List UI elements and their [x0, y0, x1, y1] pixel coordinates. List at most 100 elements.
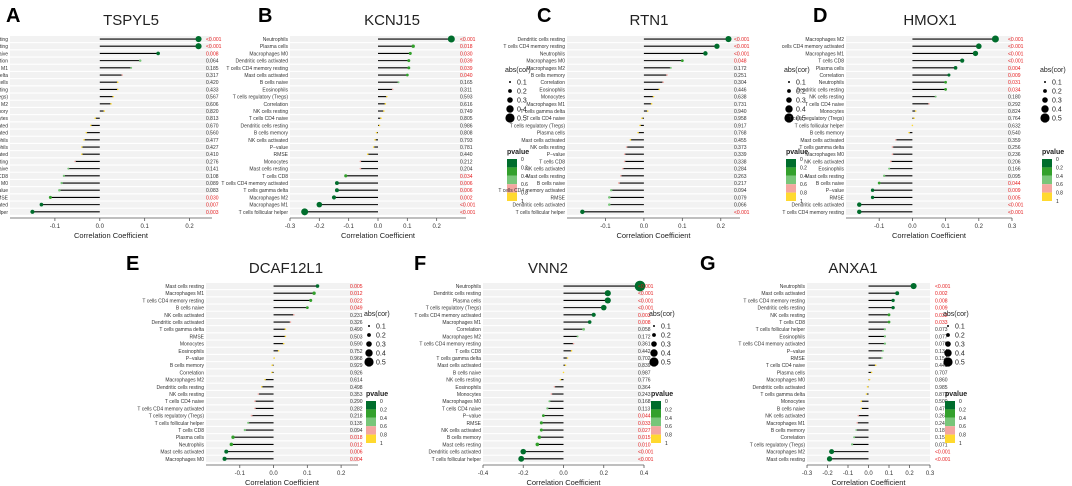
p-value-label: 0.808: [460, 131, 473, 137]
lollipop-point: [669, 66, 672, 69]
p-value-label: <0.001: [638, 298, 654, 304]
row-background: [567, 180, 740, 187]
row-label: RMSE: [791, 356, 806, 362]
lollipop-point: [877, 181, 881, 185]
row-label: T cells follicular helper: [155, 421, 205, 427]
p-value-label: 0.256: [1008, 145, 1021, 151]
row-background: [10, 122, 212, 129]
p-value-label: 0.012: [350, 442, 363, 448]
p-value-label: 0.005: [350, 284, 363, 290]
lollipop-point: [637, 131, 639, 134]
x-tick-label: 0.0: [640, 224, 649, 230]
x-tick-label: -0.1: [235, 471, 246, 477]
lollipop-point: [944, 80, 947, 84]
row-label: RMSE: [467, 421, 482, 427]
row-label: T cells CD4 naive: [805, 102, 844, 108]
p-value-label: 0.702: [638, 356, 651, 362]
p-value-label: 0.768: [734, 131, 747, 137]
p-value-label: <0.001: [638, 291, 654, 297]
lollipop-point: [608, 203, 611, 206]
row-label: Mast cells resting: [805, 174, 844, 180]
row-label: Macrophages M2: [766, 450, 805, 456]
row-label: Neutrophils: [540, 51, 566, 57]
pvalue-legend-label: 0.6: [665, 424, 672, 430]
lollipop-point: [572, 342, 575, 345]
row-background: [846, 122, 1012, 129]
p-value-label: 0.427: [206, 145, 219, 151]
row-background: [206, 412, 358, 419]
row-label: B cells memory: [771, 428, 806, 434]
x-tick-label: 0.4: [640, 471, 649, 477]
row-label: Mast cells activated: [761, 291, 805, 297]
chart-title: DCAF12L1: [249, 260, 323, 277]
lollipop-point: [405, 73, 409, 77]
p-value-label: 0.151: [935, 435, 948, 441]
lollipop-point: [384, 103, 387, 105]
lollipop-point: [564, 364, 567, 367]
row-background: [567, 208, 740, 215]
lollipop-point: [634, 280, 646, 292]
row-label: Dendritic cells resting: [156, 385, 204, 391]
lollipop-point: [60, 181, 63, 185]
row-background: [10, 151, 212, 158]
p-value-label: 0.048: [734, 59, 747, 65]
pvalue-legend-swatch: [366, 401, 376, 410]
size-legend-dot: [785, 105, 793, 113]
pvalue-legend-label: 0.6: [380, 424, 387, 430]
size-legend-label: 0.5: [517, 116, 527, 123]
p-value-label: <0.001: [638, 306, 654, 312]
pvalue-legend-label: 1: [380, 441, 383, 447]
p-value-label: 0.917: [734, 123, 747, 129]
size-legend-label: 0.4: [1052, 107, 1062, 114]
p-value-label: 0.638: [734, 95, 747, 101]
size-legend-dot: [1043, 89, 1047, 93]
row-label: P−value: [826, 188, 844, 194]
lollipop-point: [714, 43, 720, 49]
pvalue-legend-label: 0.2: [521, 165, 528, 171]
p-value-label: 0.813: [206, 116, 219, 122]
size-legend: abs(cor) 0.1 0.2 0.3 0.4 0.5: [364, 311, 390, 367]
row-label: P−value: [186, 356, 204, 362]
lollipop-point: [882, 174, 886, 178]
p-value-label: 0.731: [734, 102, 747, 108]
p-value-label: 0.034: [1008, 87, 1021, 93]
pvalue-legend-label: 0.4: [380, 416, 387, 422]
row-label: Correlation: [541, 80, 566, 86]
row-label: Monocytes: [457, 392, 482, 398]
row-background: [846, 115, 1012, 122]
lollipop-point: [103, 110, 106, 112]
lollipop-point: [378, 124, 381, 127]
lollipop-point: [411, 44, 415, 48]
p-value-label: 0.590: [350, 342, 363, 348]
row-background: [567, 100, 740, 107]
row-label: Macrophages M0: [442, 399, 481, 405]
row-background: [206, 355, 358, 362]
pvalue-legend-label: 0.6: [959, 424, 966, 430]
row-label: Correlation: [820, 73, 845, 79]
size-legend-label: 0.3: [955, 342, 965, 349]
row-label: T cells CD4 naive: [249, 116, 288, 122]
p-value-label: 0.749: [460, 109, 473, 115]
row-label: Monocytes: [820, 109, 845, 115]
panel-A: A TSPYL5 -0.1 0.0 0.1 0.2 Correlation Coeffici…: [0, 5, 222, 240]
lollipop-point: [881, 349, 884, 352]
p-value-label: 0.008: [935, 298, 948, 304]
lollipop-point: [85, 131, 88, 134]
row-label: Macrophages M2: [249, 195, 288, 201]
size-legend-dot: [943, 357, 953, 367]
p-value-label: 0.079: [935, 342, 948, 348]
size-legend-label: 0.1: [517, 80, 527, 87]
lollipop-point: [334, 181, 339, 185]
row-label: P−value: [0, 188, 8, 194]
pvalue-legend-label: 0: [521, 157, 524, 163]
lollipop-point: [273, 357, 276, 359]
p-value-label: 0.009: [1008, 73, 1021, 79]
pvalue-legend-label: 0: [665, 399, 668, 405]
row-background: [846, 108, 1012, 115]
pvalue-legend-swatch: [507, 184, 517, 193]
p-value-label: 0.005: [1008, 195, 1021, 201]
row-label: P−value: [787, 349, 805, 355]
lollipop-point: [260, 386, 263, 388]
size-legend-label: 0.2: [1052, 89, 1062, 96]
row-label: Mast cells activated: [160, 450, 204, 456]
